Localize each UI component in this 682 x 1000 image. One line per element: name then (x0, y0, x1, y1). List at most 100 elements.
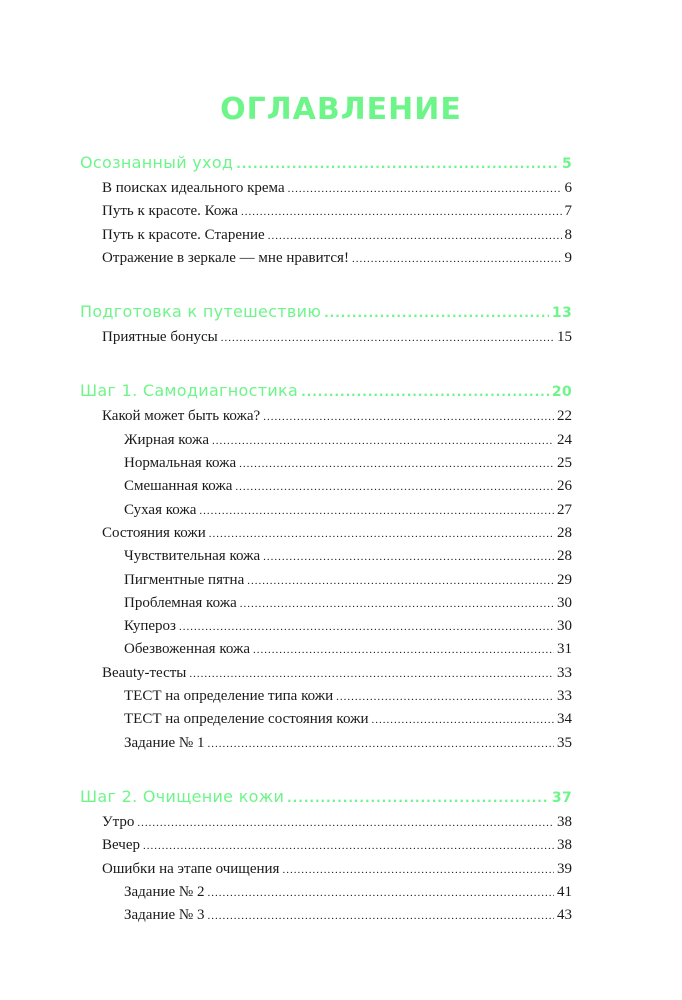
toc-entry[interactable]: В поисках идеального крема 6 (80, 180, 572, 203)
page-number: 28 (557, 548, 572, 565)
toc-section-heading[interactable]: Шаг 2. Очищение кожи 37 (80, 787, 572, 814)
toc-entry[interactable]: Обезвоженная кожа 31 (80, 641, 572, 664)
entry-title: Чувствительная кожа (124, 548, 261, 565)
dot-leader (143, 840, 554, 852)
dot-leader (241, 206, 561, 218)
page-number: 24 (557, 431, 572, 448)
entry-title: Смешанная кожа (124, 478, 233, 495)
toc-section: Осознанный уход 5 В поисках идеального кре… (80, 153, 572, 273)
toc-entry[interactable]: Задание № 2 41 (80, 884, 572, 907)
toc-entry[interactable]: Вечер 38 (80, 837, 572, 860)
entry-title: Задание № 1 (124, 734, 205, 751)
toc-entry[interactable]: Путь к красоте. Старение 8 (80, 227, 572, 250)
page-number: 31 (557, 641, 572, 658)
dot-leader (199, 505, 554, 517)
page-number: 27 (557, 501, 572, 518)
entry-title: Какой может быть кожа? (102, 408, 261, 425)
page-number: 30 (557, 594, 572, 611)
page-number: 13 (551, 305, 572, 322)
dot-leader (240, 598, 554, 610)
page-number: 26 (557, 478, 572, 495)
toc-entry[interactable]: Пигментные пятна 29 (80, 572, 572, 595)
dot-leader (324, 306, 549, 320)
page-number: 37 (551, 789, 572, 806)
toc-entry[interactable]: Проблемная кожа 30 (80, 595, 572, 618)
toc-entry[interactable]: Задание № 1 35 (80, 735, 572, 758)
entry-title: Сухая кожа (124, 501, 197, 518)
dot-leader (263, 411, 554, 423)
page-number: 8 (564, 226, 573, 243)
dot-leader (287, 791, 549, 805)
toc-entry[interactable]: Ошибки на этапе очищения 39 (80, 861, 572, 884)
toc-entry[interactable]: Состояния кожи 28 (80, 525, 572, 548)
entry-title: Проблемная кожа (124, 594, 237, 611)
dot-leader (336, 691, 554, 703)
entry-title: Купероз (124, 618, 176, 635)
entry-title: Осознанный уход (80, 153, 234, 172)
page-number: 29 (557, 571, 572, 588)
dot-leader (301, 385, 549, 399)
entry-title: Состояния кожи (102, 524, 206, 541)
dot-leader (263, 551, 554, 563)
page-number: 33 (557, 664, 572, 681)
toc-entry[interactable]: Задание № 3 43 (80, 907, 572, 930)
dot-leader (282, 864, 554, 876)
page-number: 9 (564, 249, 573, 266)
toc-entry[interactable]: Жирная кожа 24 (80, 432, 572, 455)
dot-leader (239, 458, 554, 470)
toc-entry[interactable]: Утро 38 (80, 814, 572, 837)
dot-leader (371, 714, 554, 726)
page-number: 22 (557, 408, 572, 425)
toc-entry[interactable]: ТЕСТ на определение состояния кожи 34 (80, 711, 572, 734)
page-number: 33 (557, 688, 572, 705)
toc-entry[interactable]: Какой может быть кожа? 22 (80, 408, 572, 431)
dot-leader (137, 817, 554, 829)
dot-leader (352, 253, 562, 265)
entry-title: Вечер (102, 837, 140, 854)
entry-title: Приятные бонусы (102, 329, 218, 346)
page-title: ОГЛАВЛЕНИЕ (220, 92, 462, 127)
toc-entry[interactable]: Beauty-тесты 33 (80, 665, 572, 688)
entry-title: Подготовка к путешествию (80, 302, 322, 322)
dot-leader (208, 887, 555, 899)
toc-section-heading[interactable]: Подготовка к путешествию 13 (80, 302, 572, 329)
page-number: 25 (557, 455, 572, 472)
page-number: 35 (557, 734, 572, 751)
toc-entry[interactable]: Чувствительная кожа 28 (80, 548, 572, 571)
entry-title: ТЕСТ на определение состояния кожи (124, 711, 369, 728)
toc-entry[interactable]: Сухая кожа 27 (80, 502, 572, 525)
entry-title: Beauty-тесты (102, 664, 187, 681)
toc-entry[interactable]: Купероз 30 (80, 618, 572, 641)
entry-title: Шаг 2. Очищение кожи (80, 786, 285, 806)
toc-entry[interactable]: Нормальная кожа 25 (80, 455, 572, 478)
page-number: 39 (557, 860, 572, 877)
dot-leader (208, 738, 555, 750)
toc-section-heading[interactable]: Осознанный уход 5 (80, 153, 572, 180)
page-number: 38 (557, 813, 572, 830)
dot-leader (247, 575, 554, 587)
page-number: 30 (557, 618, 572, 635)
page-number: 5 (561, 156, 572, 172)
page-number: 43 (557, 907, 572, 924)
entry-title: Ошибки на этапе очищения (102, 860, 280, 877)
entry-title: Шаг 1. Самодиагностика (80, 381, 299, 401)
dot-leader (208, 910, 555, 922)
entry-title: Отражение в зеркале — мне нравится! (102, 249, 349, 266)
dot-leader (209, 528, 554, 540)
toc-section-heading[interactable]: Шаг 1. Самодиагностика 20 (80, 381, 572, 408)
entry-title: Обезвоженная кожа (124, 641, 250, 658)
toc-section: Шаг 2. Очищение кожи 37 Утро 38 Вечер 38 Ошибк… (80, 787, 572, 930)
entry-title: Пигментные пятна (124, 571, 245, 588)
toc-entry[interactable]: Путь к красоте. Кожа 7 (80, 203, 572, 226)
page-number: 28 (557, 524, 572, 541)
toc-entry[interactable]: Приятные бонусы 15 (80, 329, 572, 352)
page-number: 15 (557, 329, 572, 346)
toc-section: Подготовка к путешествию 13 Приятные бонус… (80, 302, 572, 352)
toc-entry[interactable]: ТЕСТ на определение типа кожи 33 (80, 688, 572, 711)
toc-entry[interactable]: Смешанная кожа 26 (80, 478, 572, 501)
dot-leader (212, 435, 554, 447)
entry-title: Путь к красоте. Кожа (102, 203, 239, 220)
toc-entry[interactable]: Отражение в зеркале — мне нравится! 9 (80, 250, 572, 273)
entry-title: Жирная кожа (124, 431, 209, 448)
entry-title: Задание № 2 (124, 883, 205, 900)
